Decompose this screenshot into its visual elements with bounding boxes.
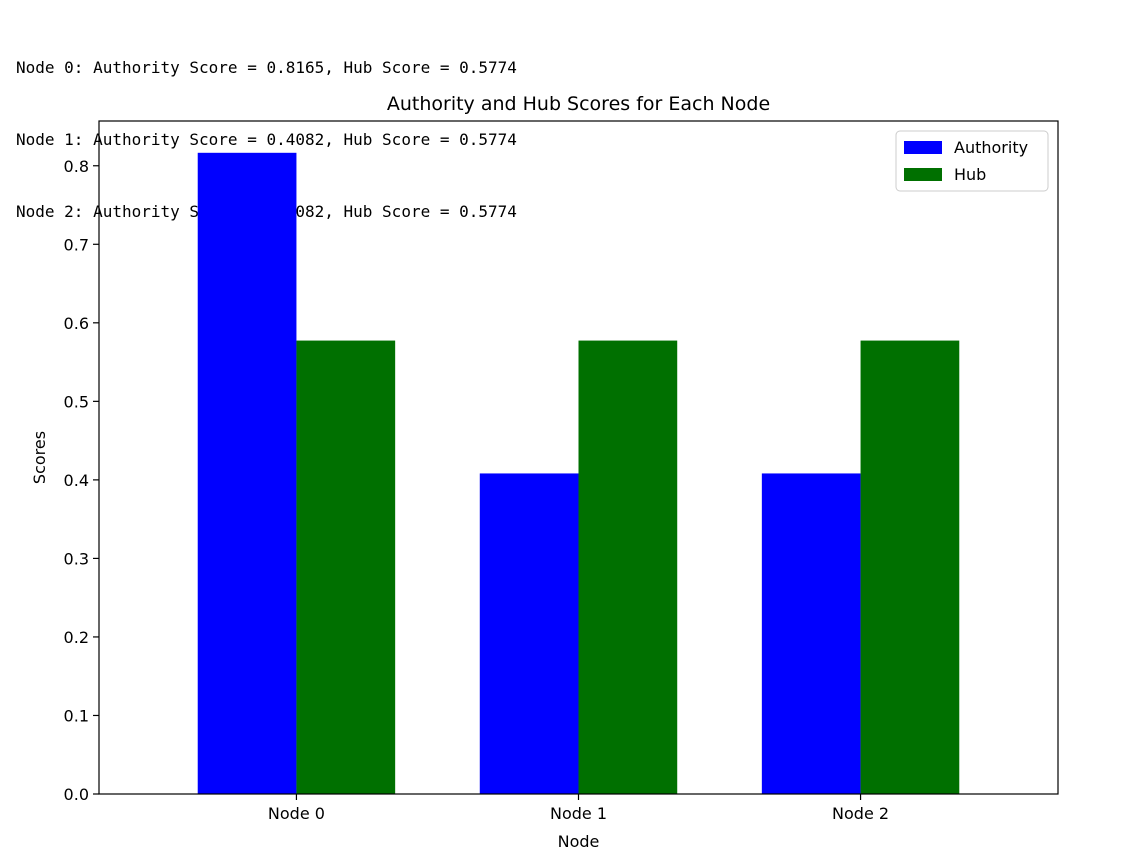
bar-hub-2: [860, 340, 960, 794]
y-axis-label: Scores: [30, 431, 49, 484]
legend-swatch-hub: [904, 168, 942, 181]
bar-hub-1: [578, 340, 678, 794]
console-output: Node 0: Authority Score = 0.8165, Hub Sc…: [16, 8, 517, 248]
x-axis-label: Node: [558, 832, 600, 851]
bar-authority-1: [479, 473, 579, 794]
bar-authority-0: [197, 152, 297, 795]
x-tick-label: Node 1: [550, 804, 607, 823]
y-tick-label: 0.7: [64, 235, 89, 254]
bar-authority-2: [761, 473, 861, 794]
y-tick-label: 0.6: [64, 314, 89, 333]
bar-hub-0: [296, 340, 396, 794]
y-tick-label: 0.2: [64, 628, 89, 647]
x-tick-label: Node 2: [832, 804, 889, 823]
y-tick-label: 0.5: [64, 392, 89, 411]
chart-title: Authority and Hub Scores for Each Node: [387, 93, 770, 115]
legend-label-hub: Hub: [954, 165, 986, 184]
y-tick-label: 0.3: [64, 549, 89, 568]
console-line: Node 1: Authority Score = 0.4082, Hub Sc…: [16, 130, 517, 149]
y-tick-label: 0.1: [64, 706, 89, 725]
console-line: Node 0: Authority Score = 0.8165, Hub Sc…: [16, 58, 517, 77]
y-tick-label: 0.8: [64, 157, 89, 176]
y-tick-label: 0.0: [64, 785, 89, 804]
y-tick-label: 0.4: [64, 471, 89, 490]
legend-swatch-authority: [904, 141, 942, 154]
legend-label-authority: Authority: [954, 138, 1028, 157]
x-tick-label: Node 0: [268, 804, 325, 823]
